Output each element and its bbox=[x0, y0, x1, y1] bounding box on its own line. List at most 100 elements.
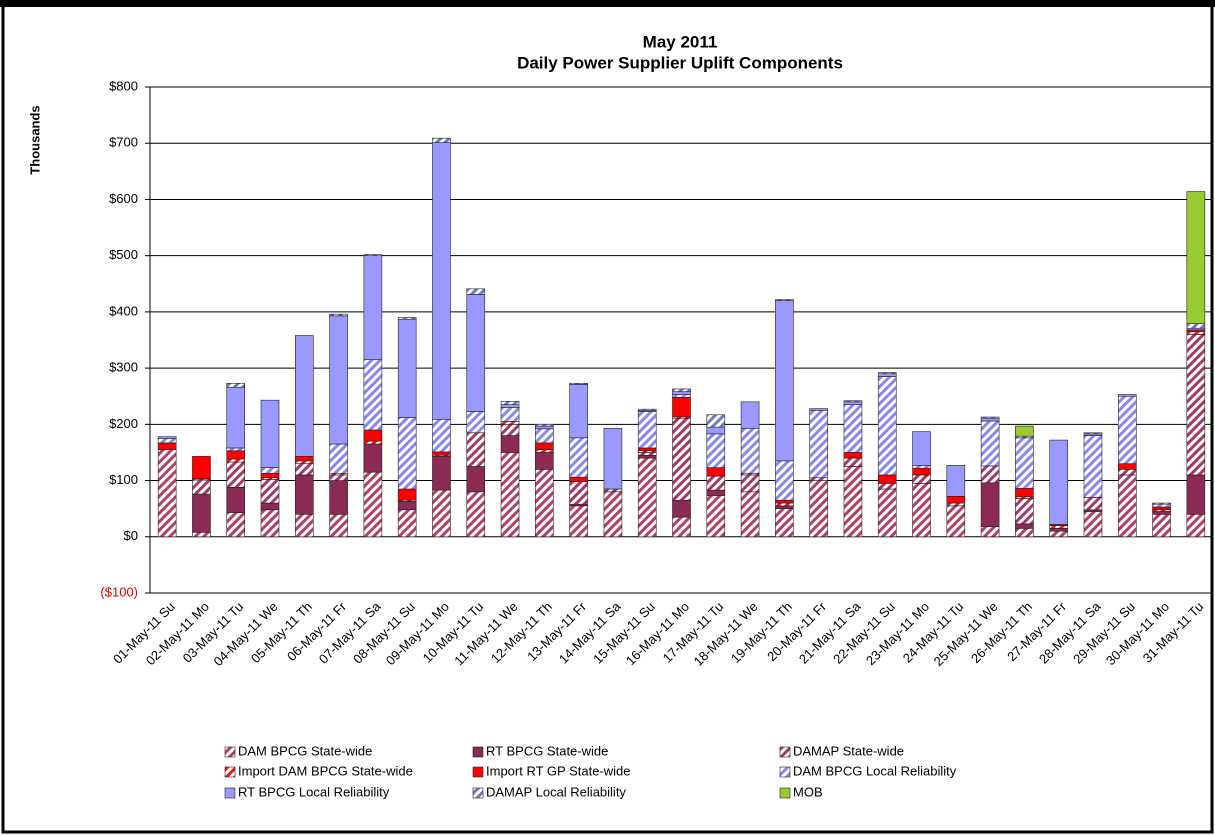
y-tick-label: $300 bbox=[109, 360, 138, 375]
bar-segment bbox=[535, 449, 554, 453]
bar-segment bbox=[432, 137, 451, 143]
bar-segment bbox=[775, 499, 794, 504]
bar-segment bbox=[740, 474, 760, 493]
bar-segment bbox=[569, 384, 588, 439]
bar-segment bbox=[157, 449, 177, 538]
chart-title: May 2011 bbox=[643, 32, 718, 51]
bar-segment bbox=[569, 505, 588, 538]
bar-segment bbox=[535, 442, 554, 450]
bar-segment bbox=[363, 440, 383, 445]
bar-segment bbox=[672, 418, 691, 501]
bar-segment bbox=[1117, 474, 1137, 538]
bar-segment bbox=[295, 460, 314, 464]
bar-segment bbox=[706, 433, 726, 468]
legend-swatch bbox=[779, 787, 791, 799]
bar-segment bbox=[706, 426, 726, 435]
bar-segment bbox=[706, 489, 726, 497]
bar-segment bbox=[843, 401, 863, 405]
bar-segment bbox=[1083, 511, 1103, 538]
bar-segment bbox=[775, 505, 794, 509]
bar-segment bbox=[809, 409, 828, 479]
y-tick-label: $200 bbox=[109, 416, 138, 431]
bar-segment bbox=[226, 450, 246, 460]
bar-segment bbox=[329, 480, 348, 515]
bar-segment bbox=[706, 414, 726, 428]
legend-swatch bbox=[472, 787, 484, 799]
bar-segment bbox=[363, 254, 383, 256]
bar-segment bbox=[500, 435, 520, 453]
bar-segment bbox=[329, 443, 348, 474]
bar-segment bbox=[912, 483, 931, 538]
bar-segment bbox=[466, 491, 486, 538]
bar-segment bbox=[226, 386, 246, 449]
bar-segment bbox=[637, 452, 657, 456]
bar-segment bbox=[637, 447, 657, 452]
bar-segment bbox=[500, 400, 520, 405]
bar-segment bbox=[329, 315, 348, 445]
y-tick-label: $0 bbox=[124, 528, 138, 543]
bar-segment bbox=[980, 417, 1000, 422]
bar-segment bbox=[295, 456, 314, 462]
legend-label: DAMAP State-wide bbox=[793, 743, 904, 758]
bar-segment bbox=[809, 480, 828, 538]
bar-segment bbox=[569, 437, 588, 478]
bar-segment bbox=[363, 429, 383, 442]
bar-segment bbox=[397, 488, 417, 501]
legend-label: Import RT GP State-wide bbox=[486, 763, 631, 778]
bar-segment bbox=[397, 509, 417, 538]
legend-swatch bbox=[224, 766, 236, 778]
legend-swatch bbox=[472, 746, 484, 758]
bar-segment bbox=[775, 460, 794, 501]
bar-segment bbox=[260, 472, 280, 479]
bar-segment bbox=[877, 373, 897, 377]
bar-segment bbox=[432, 489, 451, 538]
bar-segment bbox=[912, 467, 931, 476]
bar-segment bbox=[1015, 425, 1034, 437]
legend-swatch bbox=[224, 787, 236, 799]
bar-segment bbox=[740, 491, 760, 538]
bar-segment bbox=[912, 465, 931, 469]
bar-segment bbox=[672, 499, 691, 518]
bar-segment bbox=[672, 388, 691, 393]
bar-segment bbox=[432, 142, 451, 420]
bar-segment bbox=[1152, 511, 1171, 515]
bar-segment bbox=[706, 475, 726, 491]
bar-segment bbox=[260, 467, 280, 474]
bar-segment bbox=[226, 382, 246, 388]
bar-segment bbox=[672, 516, 691, 538]
legend-label: Import DAM BPCG State-wide bbox=[238, 763, 413, 778]
bar-segment bbox=[363, 359, 383, 431]
bar-segment bbox=[1152, 506, 1171, 511]
y-tick-label: ($100) bbox=[100, 584, 138, 599]
bar-segment bbox=[809, 477, 828, 481]
y-tick-label: $600 bbox=[109, 191, 138, 206]
bar-segment bbox=[363, 443, 383, 473]
bar-segment bbox=[260, 399, 280, 468]
bar-segment bbox=[192, 531, 211, 538]
bar-segment bbox=[1015, 498, 1034, 525]
bar-segment bbox=[946, 505, 966, 538]
bar-segment bbox=[672, 397, 691, 418]
bar-segment bbox=[329, 474, 348, 481]
bar-segment bbox=[775, 299, 794, 301]
bar-segment bbox=[397, 318, 417, 418]
bar-segment bbox=[637, 408, 657, 411]
bar-segment bbox=[226, 461, 246, 488]
bar-segment bbox=[260, 502, 280, 511]
bar-segment bbox=[157, 442, 177, 450]
bar-segment bbox=[432, 418, 451, 453]
bar-segment bbox=[980, 420, 1000, 467]
bar-segment bbox=[1083, 435, 1103, 498]
top-bar bbox=[0, 0, 1215, 7]
bar-segment bbox=[295, 513, 314, 538]
bar-segment bbox=[569, 476, 588, 482]
bar-segment bbox=[1186, 334, 1206, 476]
bar-segment bbox=[1186, 191, 1206, 324]
bar-segment bbox=[1186, 323, 1206, 329]
bar-segment bbox=[843, 404, 863, 453]
bar-segment bbox=[535, 469, 554, 538]
bar-segment bbox=[980, 465, 1000, 484]
bar-segment bbox=[843, 452, 863, 459]
bar-segment bbox=[1015, 488, 1034, 498]
